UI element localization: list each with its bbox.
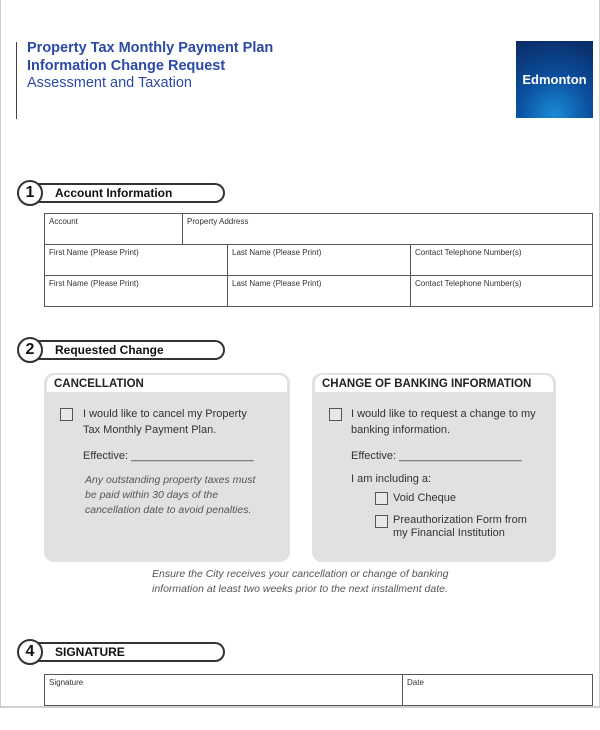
banking-box: CHANGE OF BANKING INFORMATION I would li…	[312, 373, 556, 562]
cancel-effective-field[interactable]: Effective: ____________________	[83, 450, 254, 462]
last-name-field-1[interactable]: Last Name (Please Print)	[227, 244, 411, 276]
first-name-field-2[interactable]: First Name (Please Print)	[44, 275, 228, 307]
cancellation-heading: CANCELLATION	[47, 375, 287, 392]
banking-label: I would like to request a change to my b…	[351, 408, 536, 436]
section-2-header: Requested Change 2	[17, 337, 225, 363]
banking-heading: CHANGE OF BANKING INFORMATION	[315, 375, 553, 392]
edmonton-logo: Edmonton	[516, 41, 593, 118]
page-title: Property Tax Monthly Payment Plan Informa…	[27, 39, 273, 75]
page-gap	[0, 707, 600, 730]
section-title: Requested Change	[29, 340, 225, 360]
section-1-header: Account Information 1	[17, 180, 225, 206]
banking-checkbox[interactable]	[329, 408, 342, 421]
cancellation-box: CANCELLATION I would like to cancel my P…	[44, 373, 290, 562]
account-table: Account Property Address	[44, 213, 593, 245]
page-subtitle: Assessment and Taxation	[27, 75, 192, 91]
name-table: First Name (Please Print) Last Name (Plea…	[44, 244, 593, 307]
phone-field-2[interactable]: Contact Telephone Number(s)	[410, 275, 593, 307]
divider	[16, 42, 17, 119]
date-field[interactable]: Date	[402, 674, 593, 706]
banking-effective-field[interactable]: Effective: ____________________	[351, 450, 522, 462]
cancel-note: Any outstanding property taxes must be p…	[85, 474, 256, 516]
preauthorization-checkbox[interactable]	[375, 515, 388, 528]
title-line-1: Property Tax Monthly Payment Plan	[27, 40, 274, 56]
void-cheque-label: Void Cheque	[393, 492, 456, 504]
first-name-field-1[interactable]: First Name (Please Print)	[44, 244, 228, 276]
cancel-checkbox[interactable]	[60, 408, 73, 421]
cancel-label: I would like to cancel my Property Tax M…	[83, 408, 247, 436]
section-title: Account Information	[29, 183, 225, 203]
section-title: SIGNATURE	[29, 642, 225, 662]
preauthorization-label: Preauthorization Form from my Financial …	[393, 514, 527, 539]
including-label: I am including a:	[351, 473, 432, 485]
title-line-2: Information Change Request	[27, 58, 226, 74]
signature-table: Signature Date	[44, 674, 593, 706]
section-number: 4	[17, 639, 43, 665]
signature-field[interactable]: Signature	[44, 674, 403, 706]
section-4-header: SIGNATURE 4	[17, 639, 225, 665]
last-name-field-2[interactable]: Last Name (Please Print)	[227, 275, 411, 307]
section-number: 2	[17, 337, 43, 363]
account-field[interactable]: Account	[44, 213, 183, 245]
void-cheque-checkbox[interactable]	[375, 492, 388, 505]
phone-field-1[interactable]: Contact Telephone Number(s)	[410, 244, 593, 276]
timing-note: Ensure the City receives your cancellati…	[152, 568, 449, 595]
section-number: 1	[17, 180, 43, 206]
property-address-field[interactable]: Property Address	[182, 213, 593, 245]
